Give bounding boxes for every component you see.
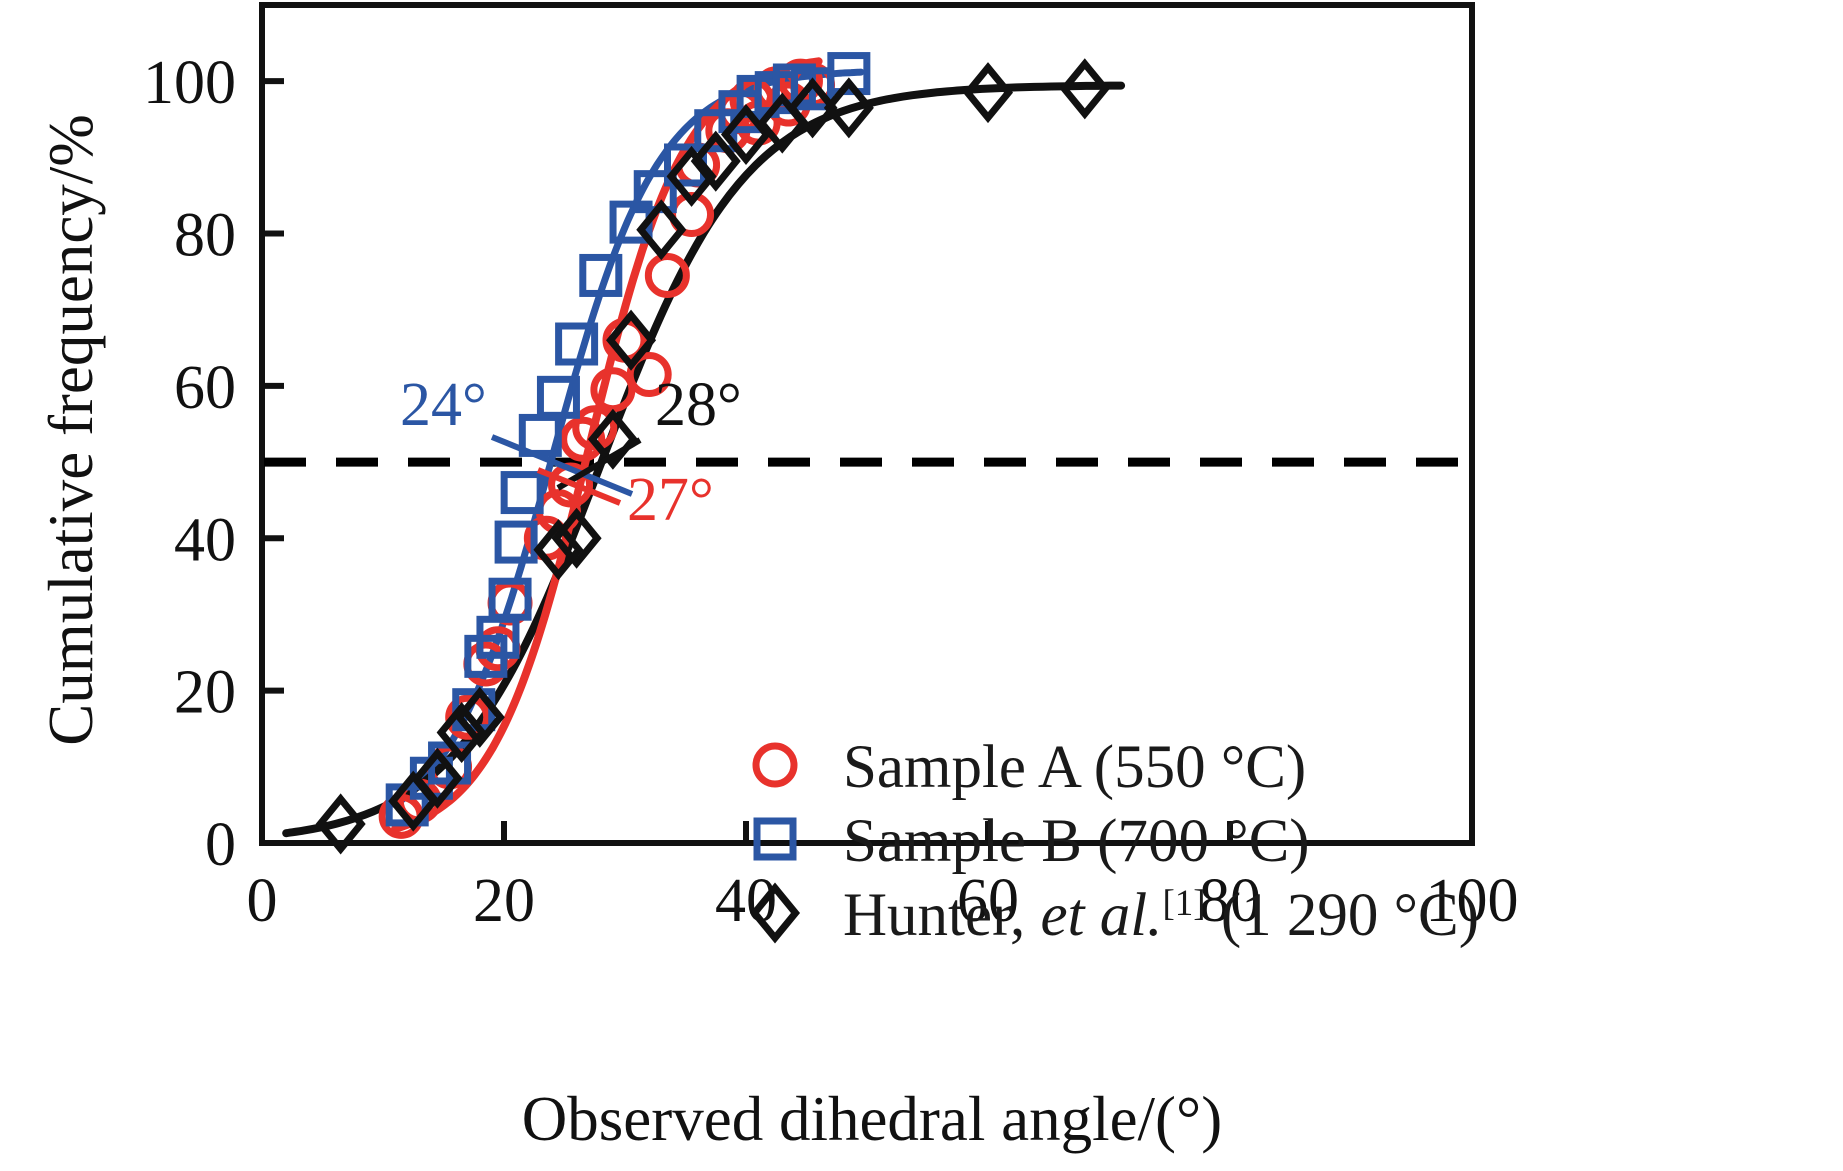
legend-item[interactable]: Sample B (700 °C): [753, 808, 1310, 875]
marker-diamond: [749, 882, 801, 944]
annotation-leader: [556, 437, 642, 491]
legend-item[interactable]: Sample A (550 °C): [752, 734, 1306, 801]
marker-diamond: [636, 199, 687, 261]
marker-diamond: [436, 702, 487, 764]
legend-label: Hunter, et al.[1] (1 290 °C): [843, 882, 1479, 949]
y-tick-label: 0: [205, 811, 236, 879]
x-tick-label: 0: [247, 867, 278, 935]
marker-diamond: [551, 507, 602, 569]
legend-label: Sample A (550 °C): [843, 734, 1306, 801]
y-tick-label: 40: [174, 506, 236, 574]
y-tick-label: 60: [174, 354, 236, 422]
marker-diamond: [690, 130, 741, 192]
legend-label: Sample B (700 °C): [843, 808, 1310, 875]
annotation-leader: [490, 434, 634, 497]
marker-diamond: [1059, 58, 1110, 120]
x-tick-label: 100: [1426, 867, 1519, 935]
x-tick-label: 60: [957, 867, 1019, 935]
marker-circle: [445, 694, 491, 740]
marker-diamond: [823, 77, 874, 139]
annotation-leader: [536, 467, 622, 506]
marker-diamond: [533, 519, 584, 581]
angle-annotations: 24° 28° 27°: [400, 371, 742, 534]
marker-circle: [644, 252, 690, 298]
marker-square: [488, 577, 532, 621]
marker-circle: [752, 742, 798, 788]
marker-square: [536, 375, 580, 419]
annotation-label: 24°: [400, 371, 487, 439]
marker-square: [555, 322, 599, 366]
marker-circle: [626, 351, 672, 397]
marker-diamond: [315, 793, 366, 855]
marker-diamond: [606, 309, 657, 371]
y-axis-title: Cumulative frequency/%: [36, 114, 106, 746]
marker-diamond: [787, 77, 838, 139]
marker-square: [500, 471, 544, 515]
marker-diamond: [720, 103, 772, 166]
x-tick-label: 80: [1199, 867, 1261, 935]
marker-square: [494, 520, 538, 564]
annotation-label: 28°: [655, 371, 742, 439]
y-axis-ticks: 0 20 40 60 80 100: [143, 49, 284, 879]
marker-square: [827, 52, 871, 96]
annotation-label: 27°: [627, 466, 714, 534]
x-axis-ticks: 0 20 40 60 80 100: [247, 821, 1519, 935]
y-tick-label: 80: [174, 202, 236, 270]
marker-diamond: [412, 747, 463, 809]
legend-item[interactable]: Hunter, et al.[1] (1 290 °C): [749, 882, 1480, 949]
x-axis-title: Observed dihedral angle/(°): [522, 1084, 1222, 1154]
series-markers: [315, 58, 1110, 855]
y-tick-label: 100: [143, 49, 236, 117]
marker-diamond: [587, 408, 638, 470]
plot-frame: [259, 2, 1475, 846]
plot-border: [259, 2, 1475, 846]
marker-square: [579, 253, 623, 297]
legend: Sample A (550 °C) Sample B (700 °C) Hunter…: [749, 734, 1480, 949]
marker-diamond: [962, 62, 1014, 124]
marker-square: [753, 817, 797, 861]
x-tick-label: 20: [473, 867, 535, 935]
marker-circle: [560, 416, 606, 462]
data-markers: [315, 52, 1110, 855]
y-tick-label: 20: [174, 659, 236, 727]
marker-diamond: [454, 686, 505, 748]
